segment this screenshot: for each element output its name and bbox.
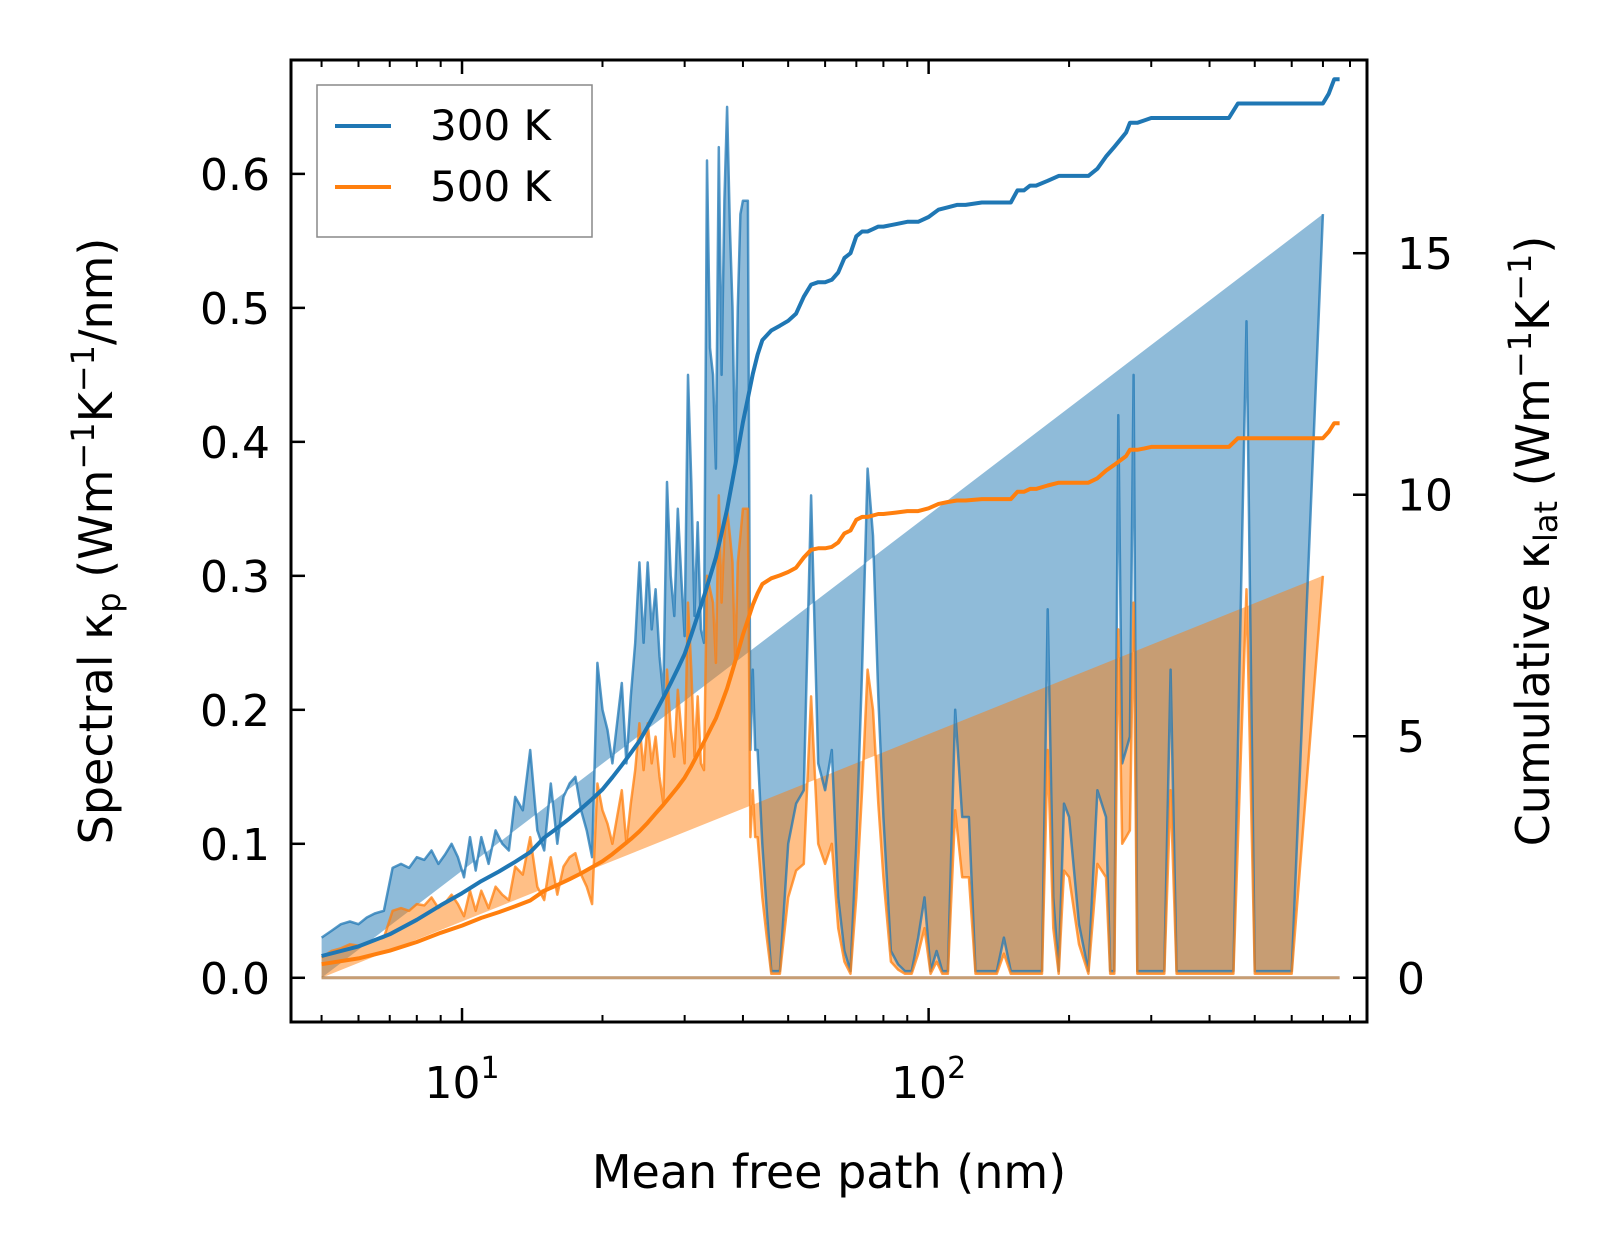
yr-sub: lat — [1527, 501, 1565, 542]
y-left-tick-label: 0.0 — [200, 954, 270, 1005]
yr-main: Cumulative κ — [1506, 542, 1560, 846]
yr-open: (Wm — [1506, 378, 1560, 501]
yl-exp1: −1 — [64, 422, 102, 469]
x-tick-label: 102 — [891, 1051, 966, 1109]
cumulative-line-300k — [321, 77, 1340, 958]
yr-close: ) — [1506, 236, 1560, 254]
cumulative-line-group — [321, 77, 1340, 967]
x-axis-label: Mean free path (nm) — [592, 1145, 1066, 1199]
cumulative-line-500k — [321, 421, 1340, 967]
yl-mid: K — [69, 390, 123, 422]
y-right-tick-label: 15 — [1397, 229, 1453, 280]
y-left-tick-label: 0.3 — [200, 552, 270, 603]
y-left-tick-label: 0.1 — [200, 820, 270, 871]
yl-open: (Wm — [69, 470, 123, 593]
y-left-tick-label: 0.6 — [200, 150, 270, 201]
legend-label-500k: 500 K — [430, 162, 553, 211]
yl-main: Spectral κ — [69, 613, 123, 845]
spectral-line-300k — [320, 105, 1325, 973]
spectral-line-group — [320, 105, 1340, 980]
y-axis-label-right: Cumulative κlat (Wm−1K−1) — [1501, 236, 1565, 847]
yr-exp2: −1 — [1501, 254, 1539, 301]
y-left-tick-label: 0.5 — [200, 284, 270, 335]
plot-frame — [289, 58, 1369, 1024]
legend-label-300k: 300 K — [430, 101, 553, 150]
y-right-tick-label: 5 — [1397, 712, 1425, 763]
yl-close: /nm) — [69, 238, 123, 345]
x-tick-label: 101 — [424, 1051, 499, 1109]
y-right-tick-label: 0 — [1397, 954, 1425, 1005]
y-axis-label-left: Spectral κp (Wm−1K−1/nm) — [64, 238, 128, 845]
legend: 300 K 500 K — [316, 84, 593, 238]
yr-mid: K — [1506, 299, 1560, 331]
yr-exp1: −1 — [1501, 331, 1539, 378]
yl-exp2: −1 — [64, 345, 102, 392]
y-left-tick-label: 0.4 — [200, 418, 270, 469]
legend-box — [316, 84, 593, 238]
tick-group: 0.0 0.1 0.2 0.3 0.4 0.5 0.6 0 5 10 15 101 102 — [200, 60, 1453, 1109]
yl-sub: p — [90, 592, 128, 612]
y-left-tick-label: 0.2 — [200, 686, 270, 737]
y-right-tick-label: 10 — [1397, 471, 1453, 522]
spectral-line-500k — [320, 494, 1325, 976]
